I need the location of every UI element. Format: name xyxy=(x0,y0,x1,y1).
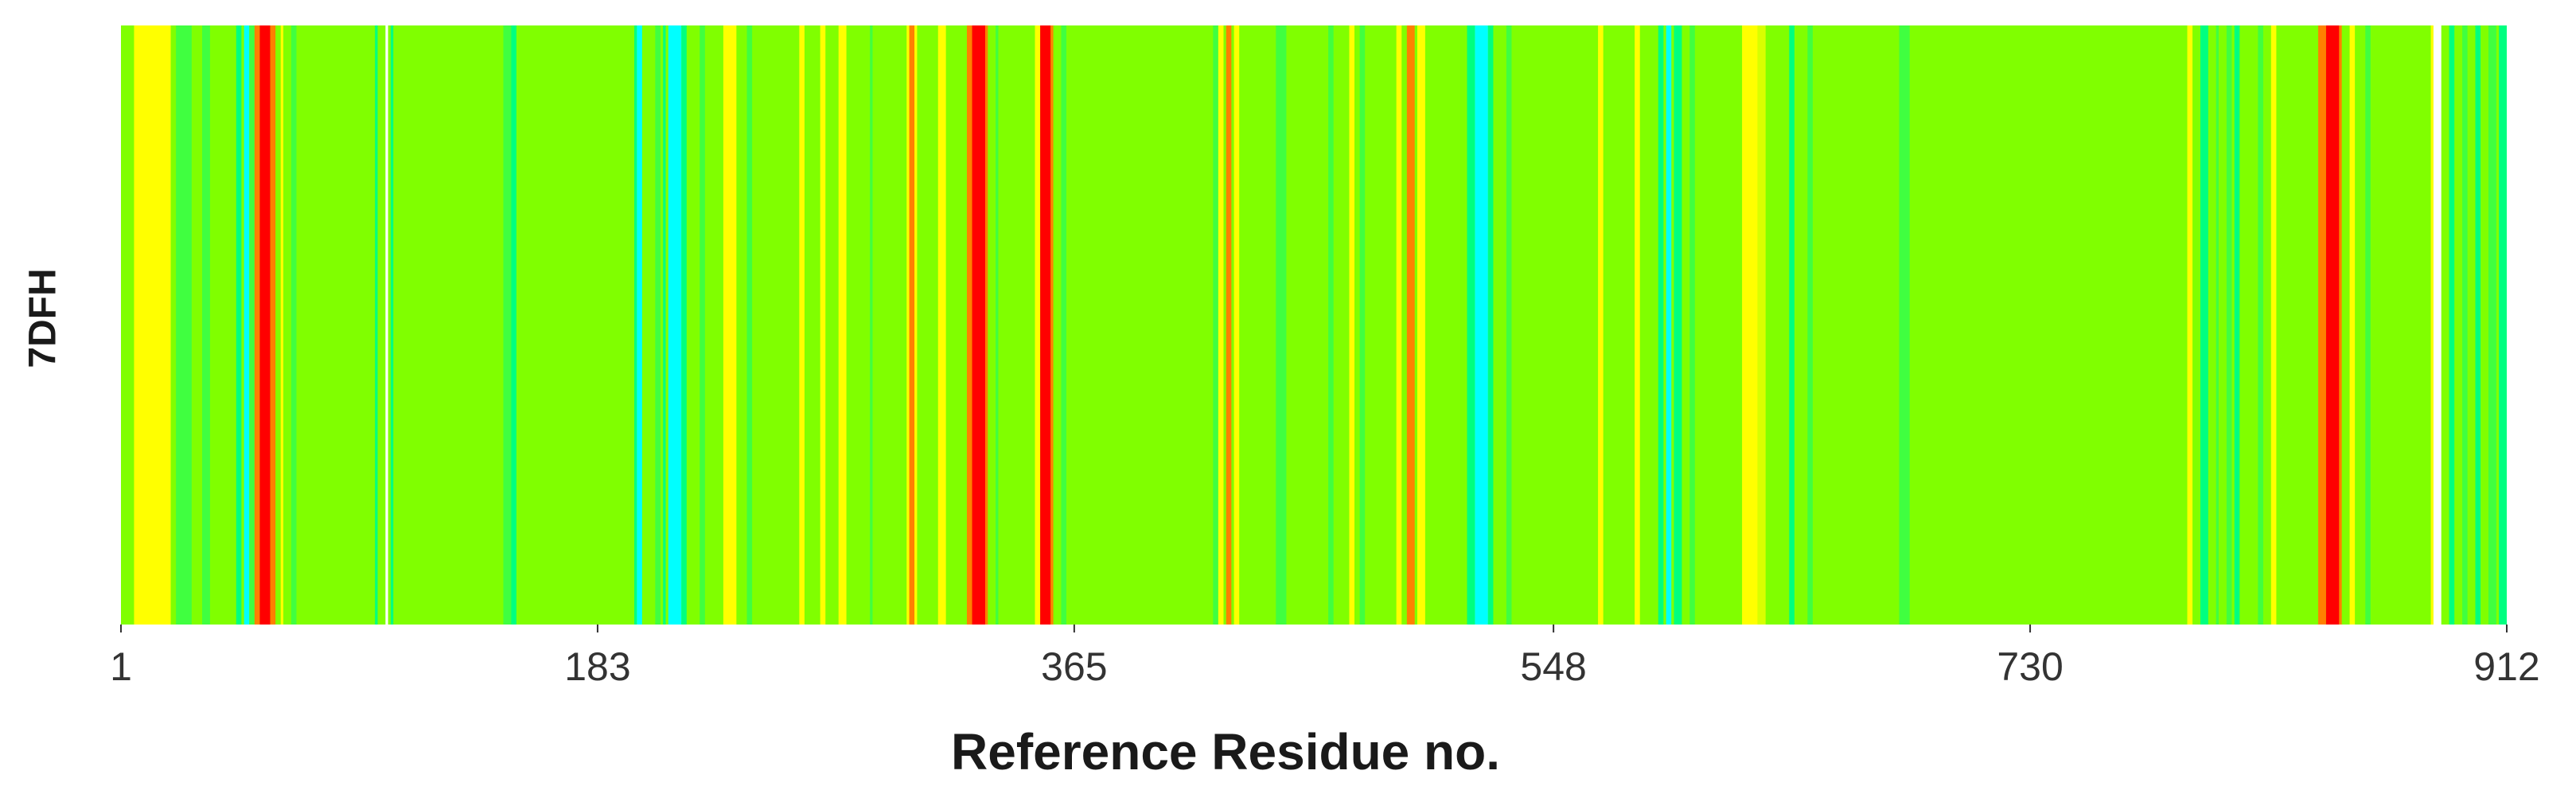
heatmap-band-84 xyxy=(2488,25,2496,625)
heatmap-band-27 xyxy=(838,25,847,625)
heatmap-band-47 xyxy=(1349,25,1355,625)
heatmap-band-35 xyxy=(984,25,988,625)
heatmap-band-73 xyxy=(2270,25,2277,625)
heatmap-band-52 xyxy=(1467,25,1475,625)
heatmap-band-18 xyxy=(655,25,661,625)
heatmap-band-0 xyxy=(134,25,171,625)
heatmap-band-81 xyxy=(2449,25,2455,625)
heatmap-band-37 xyxy=(1035,25,1041,625)
heatmap-band-40 xyxy=(1061,25,1067,625)
heatmap-band-9 xyxy=(280,25,284,625)
heatmap-band-4 xyxy=(244,25,250,625)
heatmap-band-71 xyxy=(2234,25,2240,625)
heatmap-band-22 xyxy=(700,25,705,625)
x-tick-label-3: 548 xyxy=(1520,644,1586,689)
heatmap-band-29 xyxy=(906,25,910,625)
x-tick-label-2: 365 xyxy=(1041,644,1107,689)
heatmap-band-72 xyxy=(2258,25,2263,625)
heatmap-band-82 xyxy=(2462,25,2468,625)
heatmap-band-28 xyxy=(870,25,873,625)
heatmap-band-48 xyxy=(1359,25,1366,625)
heatmap-band-60 xyxy=(1674,25,1682,625)
heatmap-band-25 xyxy=(799,25,805,625)
heatmap-band-31 xyxy=(914,25,918,625)
heatmap-band-10 xyxy=(290,25,297,625)
heatmap-band-50 xyxy=(1406,25,1415,625)
heatmap-band-23 xyxy=(723,25,737,625)
heatmap-band-68 xyxy=(2200,25,2208,625)
heatmap-band-38 xyxy=(1040,25,1051,625)
heatmap-band-5 xyxy=(249,25,255,625)
heatmap-band-32 xyxy=(937,25,946,625)
heatmap-band-36 xyxy=(996,25,999,625)
heatmap-band-46 xyxy=(1328,25,1334,625)
heatmap-band-20 xyxy=(668,25,682,625)
heatmap-band-17 xyxy=(637,25,642,625)
heatmap-band-67 xyxy=(2187,25,2193,625)
heatmap-band-59 xyxy=(1666,25,1672,625)
heatmap-band-49 xyxy=(1396,25,1402,625)
heatmap-band-1 xyxy=(176,25,192,625)
heatmap-band-3 xyxy=(236,25,242,625)
x-tick-label-4: 730 xyxy=(1997,644,2063,689)
heatmap-band-16 xyxy=(634,25,637,625)
y-axis-label: 7DFH xyxy=(21,268,64,368)
heatmap-band-75 xyxy=(2325,25,2340,625)
heatmap-band-85 xyxy=(2499,25,2507,625)
heatmap-band-12 xyxy=(385,25,388,625)
heatmap-band-34 xyxy=(972,25,985,625)
heatmap-band-64 xyxy=(1789,25,1795,625)
heatmap-background xyxy=(121,25,2507,625)
heatmap-band-62 xyxy=(1742,25,1758,625)
heatmap-band-74 xyxy=(2318,25,2326,625)
heatmap-band-83 xyxy=(2475,25,2481,625)
x-tick-label-5: 912 xyxy=(2473,644,2539,689)
heatmap-band-39 xyxy=(1050,25,1054,625)
heatmap-band-41 xyxy=(1213,25,1218,625)
heatmap-band-77 xyxy=(2349,25,2356,625)
heatmap-band-43 xyxy=(1226,25,1232,625)
heatmap-band-19 xyxy=(663,25,666,625)
heatmap-band-30 xyxy=(909,25,915,625)
heatmap-band-63 xyxy=(1757,25,1766,625)
heatmap-band-15 xyxy=(511,25,516,625)
x-tick-label-0: 1 xyxy=(110,644,132,689)
heatmap-band-51 xyxy=(1417,25,1425,625)
heatmap-band-69 xyxy=(2216,25,2219,625)
x-tick-label-1: 183 xyxy=(564,644,630,689)
heatmap-band-79 xyxy=(2430,25,2434,625)
heatmap-band-65 xyxy=(1807,25,1813,625)
heatmap-band-66 xyxy=(1899,25,1910,625)
heatmap-band-57 xyxy=(1635,25,1640,625)
x-axis-ticks: 1 183 365 548 730 912 xyxy=(110,625,2540,689)
heatmap-band-33 xyxy=(966,25,972,625)
heatmap-band-54 xyxy=(1487,25,1494,625)
heatmap-band-61 xyxy=(1689,25,1695,625)
heatmap-band-55 xyxy=(1506,25,1512,625)
heatmap-band-80 xyxy=(2433,25,2442,625)
heatmap-band-45 xyxy=(1276,25,1287,625)
heatmap-band-21 xyxy=(681,25,687,625)
heatmap-band-58 xyxy=(1658,25,1664,625)
heatmap-band-70 xyxy=(2226,25,2232,625)
heatmap-band-42 xyxy=(1218,25,1224,625)
heatmap-band-26 xyxy=(820,25,826,625)
heatmap-band-44 xyxy=(1233,25,1240,625)
heatmap-band-2 xyxy=(202,25,210,625)
heatmap-band-76 xyxy=(2339,25,2342,625)
heatmap-band-7 xyxy=(259,25,271,625)
heatmap-band-13 xyxy=(390,25,394,625)
x-axis-title: Reference Residue no. xyxy=(951,723,1500,780)
heatmap-band-14 xyxy=(503,25,512,625)
heatmap-bands xyxy=(134,25,2507,625)
heatmap-band-11 xyxy=(375,25,378,625)
heatmap-band-8 xyxy=(270,25,276,625)
heatmap-band-24 xyxy=(746,25,753,625)
heatmap-band-78 xyxy=(2365,25,2371,625)
heatmap-band-56 xyxy=(1598,25,1604,625)
heatmap-band-6 xyxy=(254,25,260,625)
heatmap-band-53 xyxy=(1475,25,1488,625)
